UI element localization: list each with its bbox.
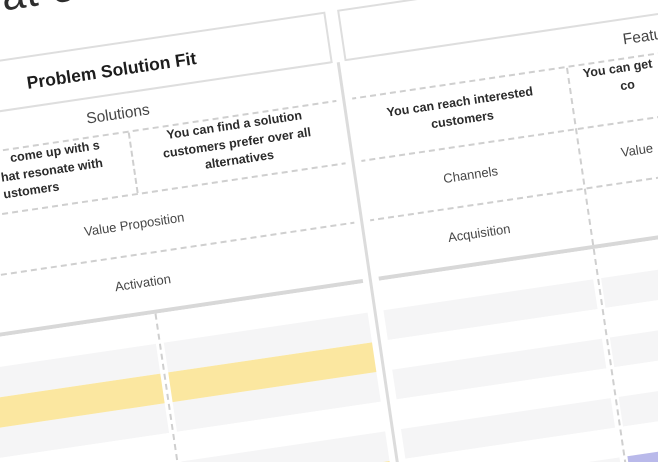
label-value[interactable]: Value (619, 140, 654, 160)
